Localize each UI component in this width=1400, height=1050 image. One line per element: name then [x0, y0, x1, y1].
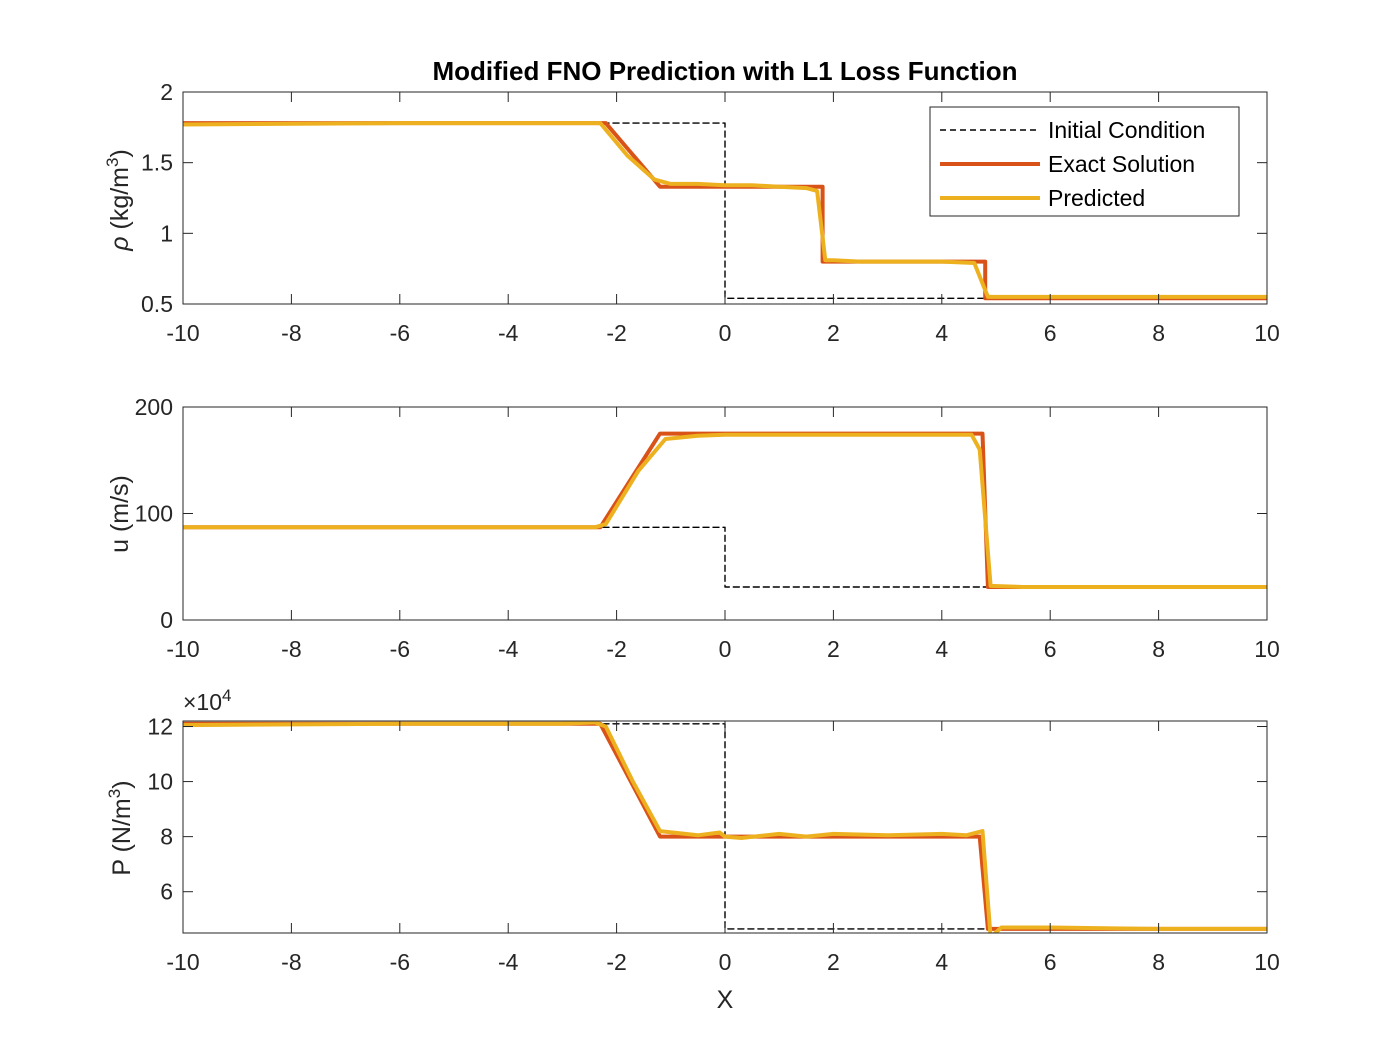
velocity-x-tick-label: 4	[935, 636, 948, 662]
velocity-x-tick-label: 6	[1044, 636, 1057, 662]
pressure-x-tick-label: 6	[1044, 949, 1057, 975]
density-axes: -10 -8 -6 -4 -2 0 2 4 6 8 10 0.5 1 1.5 2 ρ (kg/m3)	[103, 79, 1280, 346]
density-y-tick-label: 1	[160, 220, 173, 246]
pressure-y-tick-label: 10	[147, 769, 173, 795]
density-series	[183, 121, 1267, 301]
legend-label-predicted: Predicted	[1048, 185, 1145, 211]
pressure-x-tick-label: -2	[606, 949, 626, 975]
pressure-y-tick-label: 8	[160, 824, 173, 850]
density-x-tick-label: -2	[606, 320, 626, 346]
pressure-series	[183, 721, 1267, 933]
density-ticks: -10 -8 -6 -4 -2 0 2 4 6 8 10 0.5 1 1.5 2	[141, 79, 1280, 346]
velocity-x-tick-label: -10	[166, 636, 199, 662]
pressure-ticks: -10 -8 -6 -4 -2 0 2 4 6 8 10 6 8 10 12	[147, 714, 1279, 975]
velocity-series	[183, 431, 1267, 589]
pressure-x-tick-label: 2	[827, 949, 840, 975]
velocity-x-tick-label: -8	[281, 636, 301, 662]
pressure-exponent-power: 4	[222, 686, 231, 705]
density-x-tick-label: -10	[166, 320, 199, 346]
x-axis-label: X	[717, 986, 734, 1014]
pressure-x-tick-label: -6	[390, 949, 410, 975]
pressure-x-tick-label: -4	[498, 949, 519, 975]
velocity-x-tick-label: 0	[719, 636, 732, 662]
pressure-x-tick-label: -8	[281, 949, 301, 975]
density-y-axis-power: 3	[103, 158, 122, 167]
density-x-tick-label: -8	[281, 320, 301, 346]
density-y-axis-label: ρ (kg/m3)	[103, 149, 134, 252]
pressure-x-tick-label: -10	[166, 949, 199, 975]
velocity-series-predicted	[183, 432, 1267, 589]
density-x-tick-label: -4	[498, 320, 519, 346]
pressure-y-tick-label: 6	[160, 879, 173, 905]
pressure-exponent-base: ×10	[183, 689, 222, 715]
legend: Initial Condition Exact Solution Predict…	[929, 106, 1240, 217]
density-x-tick-label: 4	[935, 320, 948, 346]
velocity-y-tick-label: 0	[160, 607, 173, 633]
velocity-y-tick-label: 100	[135, 501, 173, 527]
density-x-tick-label: -6	[390, 320, 410, 346]
figure-title: Modified FNO Prediction with L1 Loss Fun…	[433, 56, 1018, 86]
velocity-x-tick-label: 2	[827, 636, 840, 662]
density-x-tick-label: 8	[1152, 320, 1165, 346]
velocity-x-tick-label: 10	[1254, 636, 1280, 662]
velocity-y-axis-label: u (m/s)	[106, 475, 134, 553]
density-x-tick-label: 2	[827, 320, 840, 346]
legend-label-exact-solution: Exact Solution	[1048, 151, 1195, 177]
density-x-tick-label: 0	[719, 320, 732, 346]
density-x-tick-label: 6	[1044, 320, 1057, 346]
pressure-y-tick-label: 12	[147, 714, 173, 740]
density-y-tick-label: 2	[160, 79, 173, 105]
density-x-tick-label: 10	[1254, 320, 1280, 346]
density-y-tick-label: 0.5	[141, 291, 173, 317]
pressure-series-predicted	[183, 721, 1267, 933]
velocity-x-tick-label: -4	[498, 636, 519, 662]
legend-label-initial-condition: Initial Condition	[1048, 117, 1205, 143]
pressure-y-axis-text: P (N/m	[108, 798, 136, 875]
density-y-tick-label: 1.5	[141, 150, 173, 176]
pressure-x-tick-label: 4	[935, 949, 948, 975]
velocity-x-tick-label: 8	[1152, 636, 1165, 662]
pressure-exponent-label: ×104	[183, 686, 231, 715]
pressure-y-axis-label: P (N/m3)	[105, 780, 136, 875]
velocity-x-tick-label: -2	[606, 636, 626, 662]
velocity-x-tick-label: -6	[390, 636, 410, 662]
density-y-axis-symbol: ρ	[106, 236, 134, 251]
density-y-axis-units: (kg/m	[106, 167, 134, 230]
pressure-x-tick-label: 0	[719, 949, 732, 975]
pressure-y-axis-power: 3	[105, 789, 124, 798]
pressure-x-tick-label: 10	[1254, 949, 1280, 975]
density-series-predicted	[183, 121, 1267, 299]
pressure-x-tick-label: 8	[1152, 949, 1165, 975]
velocity-y-tick-label: 200	[135, 394, 173, 420]
